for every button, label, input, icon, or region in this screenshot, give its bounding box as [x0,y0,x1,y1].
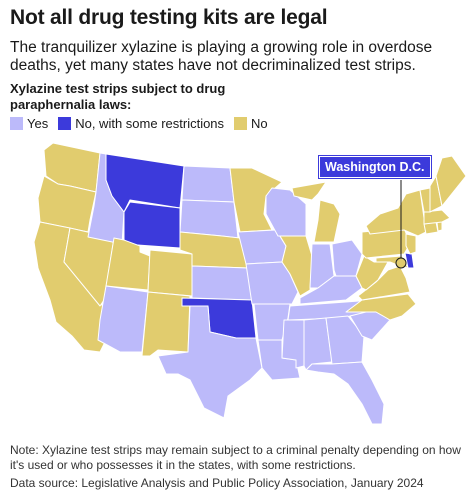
state-illinois [279,235,313,297]
legend-swatch-no [234,117,248,130]
state-texas [157,305,263,419]
dc-callout-label: Washington D.C. [318,155,432,179]
state-rhode-island [436,221,443,232]
state-michigan [291,181,341,243]
legend-label-yes: Yes [27,116,49,131]
state-louisiana [257,339,301,381]
us-states-map [33,142,467,425]
state-arizona [97,285,149,353]
legend-item-yes: Yes [10,116,48,131]
legend-swatch-yes [10,117,23,130]
state-oregon [37,175,97,233]
footnote: Note: Xylazine test strips may remain su… [10,443,461,472]
legend-label-no: No [251,116,268,131]
state-maine [435,155,467,207]
legend-label-restrictions: No, with some restrictions [75,116,225,131]
state-north-dakota [181,165,235,203]
state-south-dakota [179,199,239,239]
data-source: Data source: Legislative Analysis and Pu… [10,476,424,490]
chart-title: Not all drug testing kits are legal [10,6,328,29]
legend-swatch-restrictions [58,117,72,130]
legend: Yes No, with some restrictions No [10,116,278,131]
state-new-jersey [405,233,417,255]
state-wyoming [123,201,181,249]
chart-subtitle: The tranquilizer xylazine is playing a g… [10,39,433,74]
dc-marker [395,257,407,269]
state-colorado [147,249,193,297]
legend-item-restrictions: No, with some restrictions [58,116,224,131]
state-new-york [365,189,427,237]
state-new-mexico [141,291,191,357]
state-minnesota [229,167,283,233]
legend-title: Xylazine test strips subject to drug par… [10,81,226,112]
state-kansas [191,265,253,301]
state-florida [305,361,385,425]
state-georgia [325,315,365,365]
legend-item-no: No [234,116,268,131]
state-massachusetts [423,209,451,225]
